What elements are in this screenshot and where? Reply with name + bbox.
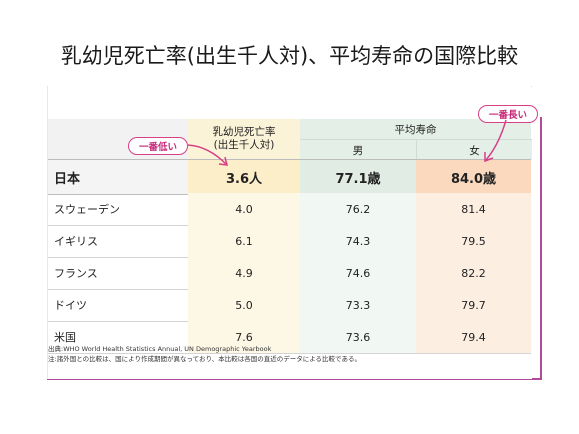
header-infant-line1: 乳幼児死亡率 (212, 126, 276, 138)
country-name: スウェーデン (54, 203, 120, 216)
table-row: スウェーデン 4.0 76.2 81.4 (48, 193, 531, 226)
frame-shadow-right (540, 117, 542, 379)
lowest-callout-label: 一番低い (139, 142, 178, 153)
male-value: 74.6 (300, 257, 416, 289)
table-row: イギリス 6.1 74.3 79.5 (48, 225, 531, 258)
header-male-label: 男 (352, 144, 364, 157)
country-name: 米国 (54, 331, 76, 344)
header-life-expectancy: 平均寿命 (300, 119, 531, 139)
infant-value: 3.6人 (188, 160, 300, 194)
infant-value: 5.0 (188, 289, 300, 321)
male-value: 73.3 (300, 289, 416, 321)
male-value: 77.1歳 (300, 160, 416, 194)
header-male: 男 (300, 139, 416, 160)
female-value: 82.2 (416, 257, 531, 289)
lowest-arrow-icon (187, 144, 228, 166)
page-title: 乳幼児死亡率(出生千人対)、平均寿命の国際比較 (60, 44, 519, 68)
header-infant-line2: (出生千人対) (213, 139, 275, 151)
country-name: フランス (54, 267, 98, 280)
header-female-label: 女 (469, 144, 480, 157)
longest-callout-label: 一番長い (489, 110, 528, 121)
female-value: 79.5 (416, 225, 531, 257)
caveat-note: 注:諸外国との比較は、国により作成期間が異なっており、本比較は各国の直近のデータ… (48, 355, 361, 363)
infant-value: 4.9 (188, 257, 300, 289)
longest-arrow-icon (484, 119, 507, 163)
lowest-callout: 一番低い (128, 137, 189, 155)
longest-callout: 一番長い (478, 105, 539, 123)
female-value: 79.4 (416, 321, 531, 353)
table-row-japan: 日本 3.6人 77.1歳 84.0歳 (48, 159, 531, 195)
male-value: 73.6 (300, 321, 416, 353)
country-name: 日本 (54, 171, 81, 187)
infant-value: 7.6 (188, 321, 300, 353)
female-value: 84.0歳 (416, 160, 531, 194)
country-name: イギリス (54, 235, 98, 248)
female-value: 81.4 (416, 193, 531, 225)
table-row: ドイツ 5.0 73.3 79.7 (48, 289, 531, 322)
header-infant-mortality: 乳幼児死亡率 (出生千人対) (188, 119, 300, 159)
frame-shadow-bottom (47, 378, 542, 380)
male-value: 74.3 (300, 225, 416, 257)
header-life-label: 平均寿命 (394, 123, 437, 136)
country-name: ドイツ (54, 299, 87, 312)
infant-value: 4.0 (188, 193, 300, 225)
female-value: 79.7 (416, 289, 531, 321)
table-row: 米国 7.6 73.6 79.4 (48, 321, 531, 354)
male-value: 76.2 (300, 193, 416, 225)
source-note: 出典:WHO World Health Statistics Annual, U… (48, 345, 272, 353)
infant-value: 6.1 (188, 225, 300, 257)
header-female: 女 (416, 139, 532, 160)
table-row: フランス 4.9 74.6 82.2 (48, 257, 531, 290)
table-top-strip (48, 86, 531, 119)
